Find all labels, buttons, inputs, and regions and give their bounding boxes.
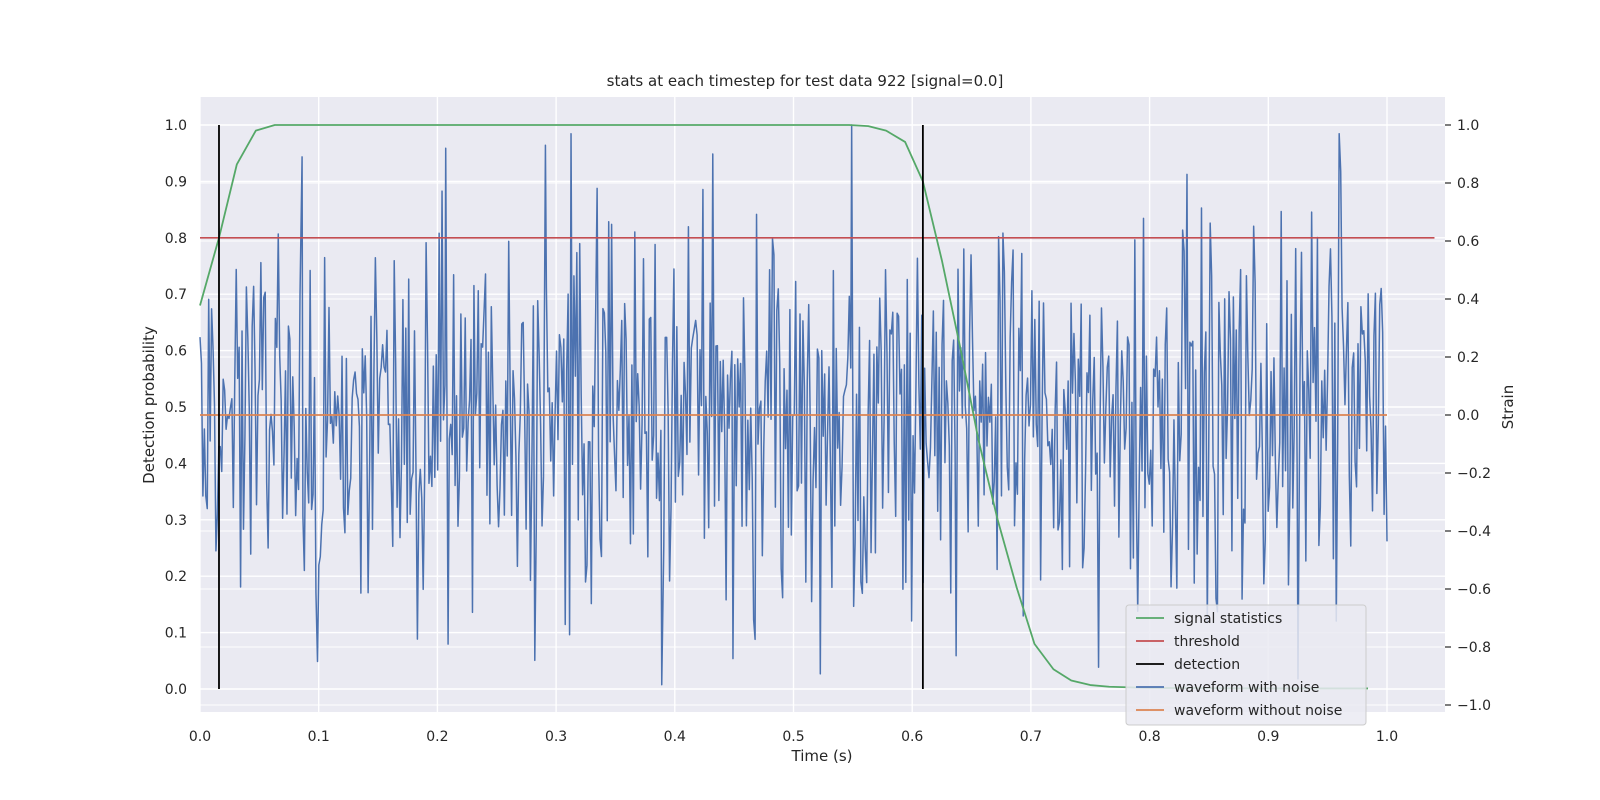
chart-title: stats at each timestep for test data 922… <box>607 72 1004 90</box>
legend-label: detection <box>1174 657 1240 673</box>
y-axis-label: Detection probability <box>140 326 158 484</box>
y-tick-label: 0.1 <box>165 626 187 642</box>
x-tick-label: 1.0 <box>1376 729 1398 745</box>
y2-tick-label: 0.0 <box>1457 408 1479 424</box>
x-tick-label: 0.2 <box>426 729 448 745</box>
y-tick-label: 0.9 <box>165 174 187 190</box>
y2-axis-ticks: −1.0 −0.8 −0.6 −0.4 −0.2 0.0 0.2 0.4 0.6 0.8 1.0 <box>1445 118 1491 714</box>
y2-tick-label: 0.8 <box>1457 176 1479 192</box>
y2-tick-label: −0.2 <box>1457 466 1491 482</box>
x-tick-label: 0.0 <box>189 729 211 745</box>
legend: signal statistics threshold detection wavef… <box>1125 604 1367 726</box>
y-tick-label: 0.7 <box>165 287 187 303</box>
y2-tick-label: −0.8 <box>1457 640 1491 656</box>
x-axis-label: Time (s) <box>791 747 853 765</box>
y2-tick-label: 0.6 <box>1457 234 1479 250</box>
y2-tick-label: 1.0 <box>1457 118 1479 134</box>
x-tick-label: 0.6 <box>901 729 923 745</box>
y-axis-ticks: 0.0 0.1 0.2 0.3 0.4 0.5 0.6 0.7 0.8 0.9 1.0 <box>165 118 187 698</box>
y2-axis-label: Strain <box>1499 385 1517 429</box>
legend-label: waveform with noise <box>1174 680 1319 696</box>
legend-box <box>1125 604 1367 726</box>
y-tick-label: 0.8 <box>165 231 187 247</box>
legend-label: waveform without noise <box>1174 703 1342 719</box>
legend-label: signal statistics <box>1174 611 1282 627</box>
series-signal-statistics <box>199 124 1369 690</box>
y-tick-label: 0.4 <box>165 456 187 472</box>
y-tick-label: 1.0 <box>165 118 187 134</box>
y2-tick-label: −0.6 <box>1457 582 1491 598</box>
y-tick-label: 0.3 <box>165 513 187 529</box>
y-tick-label: 0.5 <box>165 400 187 416</box>
x-tick-label: 0.8 <box>1138 729 1160 745</box>
x-tick-label: 0.5 <box>782 729 804 745</box>
x-axis-ticks: 0.0 0.1 0.2 0.3 0.4 0.5 0.6 0.7 0.8 0.9 1.0 <box>189 729 1398 745</box>
x-tick-label: 0.3 <box>545 729 567 745</box>
x-tick-label: 0.1 <box>308 729 330 745</box>
x-tick-label: 0.9 <box>1257 729 1279 745</box>
y2-tick-label: −1.0 <box>1457 698 1491 714</box>
y-tick-label: 0.0 <box>165 682 187 698</box>
series-layer <box>199 124 1435 690</box>
x-tick-label: 0.7 <box>1020 729 1042 745</box>
y2-tick-label: 0.4 <box>1457 292 1479 308</box>
y2-tick-label: 0.2 <box>1457 350 1479 366</box>
y-tick-label: 0.2 <box>165 569 187 585</box>
y-tick-label: 0.6 <box>165 344 187 360</box>
y2-tick-label: −0.4 <box>1457 524 1491 540</box>
legend-label: threshold <box>1174 634 1240 650</box>
x-tick-label: 0.4 <box>664 729 686 745</box>
